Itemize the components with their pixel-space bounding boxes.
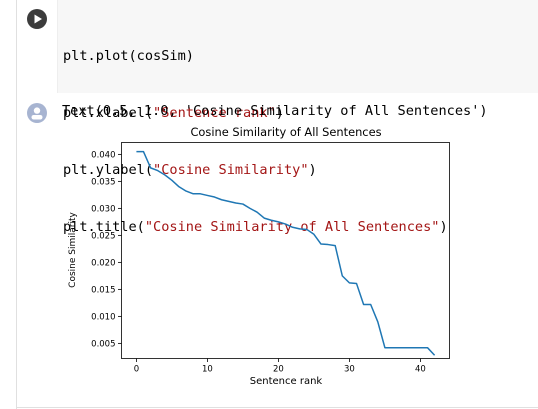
code-token: plt.xlabel( bbox=[63, 105, 154, 121]
y-tick-label: 0.020 bbox=[91, 258, 115, 268]
code-token: plt.title( bbox=[63, 219, 145, 235]
code-lines: plt.plot(cosSim) plt.xlabel("Sentence ra… bbox=[63, 9, 448, 275]
code-token: ) bbox=[439, 219, 448, 235]
output-text: Text(0.5, 1.0, 'Cosine Similarity of All… bbox=[62, 103, 488, 119]
y-axis-ticks: 0.005 0.010 0.015 0.020 0.025 0.030 0.035 0.040 bbox=[91, 150, 122, 349]
cell-output: Text(0.5, 1.0, 'Cosine Similarity of All… bbox=[17, 93, 538, 407]
x-tick-label: 30 bbox=[344, 365, 355, 375]
y-tick-label: 0.035 bbox=[91, 177, 115, 187]
x-tick-label: 40 bbox=[415, 365, 426, 375]
code-string: "Sentence rank" bbox=[153, 105, 276, 121]
y-tick-label: 0.030 bbox=[91, 204, 115, 214]
y-tick-label: 0.025 bbox=[91, 231, 115, 241]
code-token: ) bbox=[275, 105, 284, 121]
y-tick-label: 0.010 bbox=[91, 312, 115, 322]
x-tick-label: 20 bbox=[273, 365, 284, 375]
code-line: plt.plot(cosSim) bbox=[63, 47, 448, 66]
code-cell[interactable]: plt.plot(cosSim) plt.xlabel("Sentence ra… bbox=[17, 0, 538, 235]
line-chart: Cosine Similarity of All Sentences 0.005… bbox=[65, 125, 465, 393]
code-editor[interactable]: plt.plot(cosSim) plt.xlabel("Sentence ra… bbox=[57, 0, 538, 235]
run-cell-button[interactable] bbox=[27, 9, 47, 29]
x-axis-ticks: 0 10 20 30 40 bbox=[134, 358, 426, 375]
x-tick-label: 10 bbox=[202, 365, 213, 375]
run-gutter bbox=[17, 0, 57, 93]
y-axis-label: Cosine Similarity bbox=[68, 212, 78, 288]
y-tick-label: 0.015 bbox=[91, 285, 115, 295]
code-token: ) bbox=[308, 162, 317, 178]
series-line bbox=[136, 150, 436, 356]
x-tick-label: 0 bbox=[134, 365, 139, 375]
code-line: plt.title("Cosine Similarity of All Sent… bbox=[63, 218, 448, 237]
play-icon bbox=[34, 14, 42, 24]
output-avatar-glyph bbox=[31, 107, 43, 120]
output-gutter bbox=[17, 93, 57, 407]
x-axis-label: Sentence rank bbox=[250, 376, 323, 387]
output-avatar-icon[interactable] bbox=[27, 103, 47, 123]
chart-title: Cosine Similarity of All Sentences bbox=[190, 125, 381, 139]
y-tick-label: 0.040 bbox=[91, 150, 115, 160]
y-tick-label: 0.005 bbox=[91, 339, 115, 349]
code-token: plt.plot(cosSim) bbox=[63, 48, 194, 64]
chart-svg: Cosine Similarity of All Sentences 0.005… bbox=[68, 125, 450, 387]
plot-frame bbox=[121, 142, 450, 359]
code-string: "Cosine Similarity of All Sentences" bbox=[144, 219, 440, 235]
code-string: "Cosine Similarity" bbox=[153, 162, 309, 178]
cell-left-border bbox=[16, 0, 17, 409]
code-line: plt.xlabel("Sentence rank") bbox=[63, 104, 448, 123]
code-token: plt.ylabel( bbox=[63, 162, 154, 178]
cell-bottom-border bbox=[16, 407, 538, 408]
code-line: plt.ylabel("Cosine Similarity") bbox=[63, 161, 448, 180]
